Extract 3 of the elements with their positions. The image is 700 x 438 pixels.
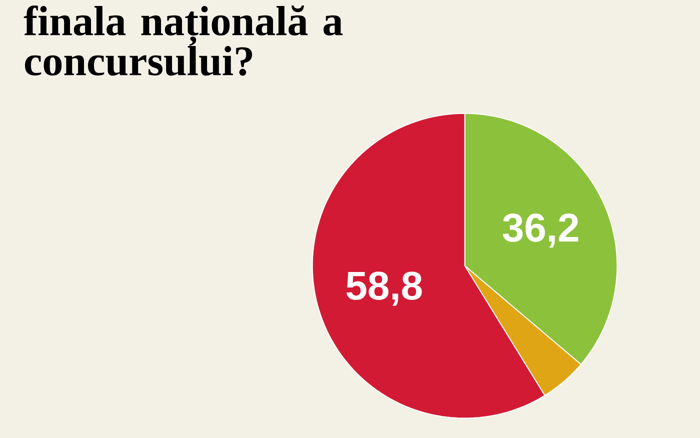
chart-title: finala națională a concursului? bbox=[24, 6, 343, 76]
data-label: 36,2 bbox=[502, 214, 578, 248]
data-label: 58,8 bbox=[346, 272, 422, 306]
